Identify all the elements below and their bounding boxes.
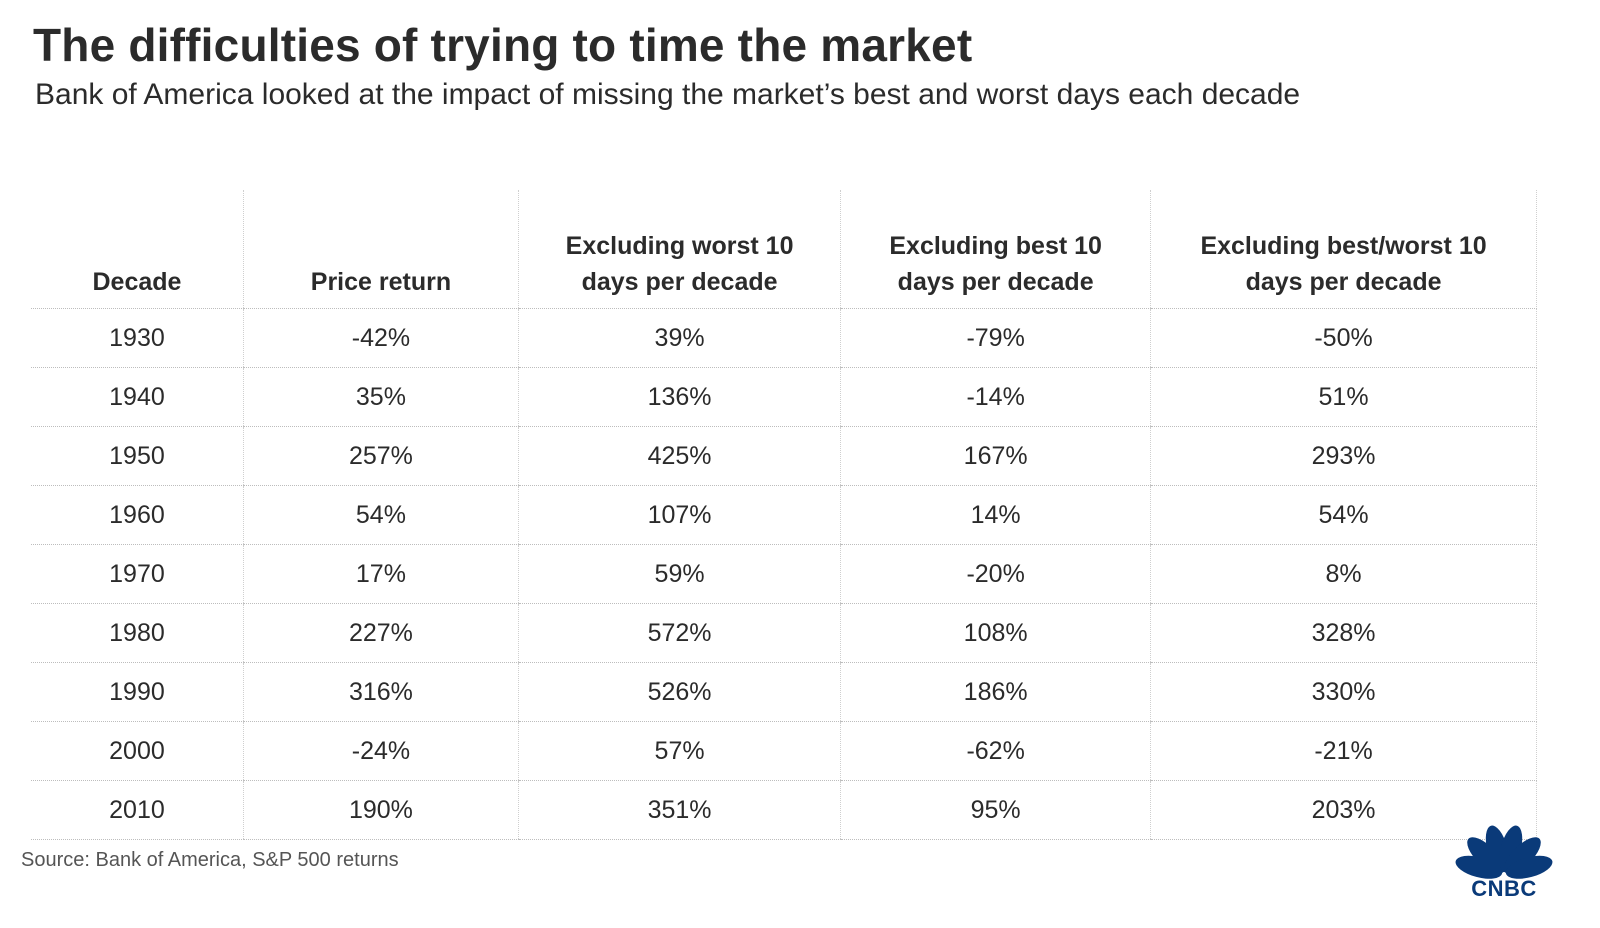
value-cell: -62% — [840, 721, 1151, 781]
value-cell: -50% — [1150, 308, 1537, 368]
chart-subtitle: Bank of America looked at the impact of … — [35, 78, 1301, 111]
value-cell: 57% — [517, 721, 841, 781]
table-row: 2010 190% 351% 95% 203% — [31, 780, 1537, 840]
table-body: 1930 -42% 39% -79% -50% 1940 35% 136% -14% 51% 195… — [31, 308, 1537, 840]
value-cell: 190% — [242, 780, 519, 840]
peacock-feather — [1505, 855, 1553, 879]
value-cell: 107% — [517, 485, 841, 545]
value-cell: 203% — [1150, 780, 1537, 840]
column-header: Price return — [242, 190, 519, 309]
value-cell: 316% — [242, 662, 519, 722]
decade-cell: 1980 — [31, 603, 244, 663]
value-cell: 95% — [840, 780, 1151, 840]
column-header: Excluding worst 10 days per decade — [517, 190, 841, 309]
value-cell: 17% — [242, 544, 519, 604]
value-cell: 351% — [517, 780, 841, 840]
decade-cell: 1940 — [31, 367, 244, 427]
chart-title: The difficulties of trying to time the m… — [33, 19, 973, 71]
value-cell: 186% — [840, 662, 1151, 722]
value-cell: 572% — [517, 603, 841, 663]
value-cell: 328% — [1150, 603, 1537, 663]
value-cell: -42% — [242, 308, 519, 368]
value-cell: 227% — [242, 603, 519, 663]
decade-cell: 1930 — [31, 308, 244, 368]
cnbc-peacock-logo — [1455, 825, 1553, 879]
value-cell: 51% — [1150, 367, 1537, 427]
value-cell: 39% — [517, 308, 841, 368]
table-row: 2000 -24% 57% -62% -21% — [31, 721, 1537, 781]
column-header: Decade — [31, 190, 244, 309]
table-row: 1980 227% 572% 108% 328% — [31, 603, 1537, 663]
value-cell: 108% — [840, 603, 1151, 663]
table-header-row: Decade Price return Excluding worst 10 d… — [31, 190, 1537, 309]
cnbc-wordmark: CNBC — [1471, 876, 1537, 901]
value-cell: 167% — [840, 426, 1151, 486]
value-cell: 54% — [1150, 485, 1537, 545]
value-cell: 330% — [1150, 662, 1537, 722]
value-cell: 8% — [1150, 544, 1537, 604]
value-cell: -24% — [242, 721, 519, 781]
value-cell: -79% — [840, 308, 1151, 368]
table-row: 1950 257% 425% 167% 293% — [31, 426, 1537, 486]
value-cell: 35% — [242, 367, 519, 427]
returns-table: Decade Price return Excluding worst 10 d… — [31, 190, 1537, 840]
decade-cell: 1960 — [31, 485, 244, 545]
value-cell: 136% — [517, 367, 841, 427]
table-row: 1960 54% 107% 14% 54% — [31, 485, 1537, 545]
source-note: Source: Bank of America, S&P 500 returns — [21, 849, 399, 871]
value-cell: 293% — [1150, 426, 1537, 486]
decade-cell: 1970 — [31, 544, 244, 604]
table-row: 1990 316% 526% 186% 330% — [31, 662, 1537, 722]
value-cell: 14% — [840, 485, 1151, 545]
table-row: 1940 35% 136% -14% 51% — [31, 367, 1537, 427]
value-cell: 526% — [517, 662, 841, 722]
value-cell: -14% — [840, 367, 1151, 427]
column-header: Excluding best 10 days per decade — [840, 190, 1151, 309]
value-cell: -21% — [1150, 721, 1537, 781]
value-cell: 54% — [242, 485, 519, 545]
decade-cell: 1950 — [31, 426, 244, 486]
value-cell: 425% — [517, 426, 841, 486]
value-cell: -20% — [840, 544, 1151, 604]
column-header: Excluding best/worst 10 days per decade — [1150, 190, 1537, 309]
table-row: 1970 17% 59% -20% 8% — [31, 544, 1537, 604]
value-cell: 59% — [517, 544, 841, 604]
value-cell: 257% — [242, 426, 519, 486]
table-row: 1930 -42% 39% -79% -50% — [31, 308, 1537, 368]
decade-cell: 1990 — [31, 662, 244, 722]
decade-cell: 2000 — [31, 721, 244, 781]
decade-cell: 2010 — [31, 780, 244, 840]
